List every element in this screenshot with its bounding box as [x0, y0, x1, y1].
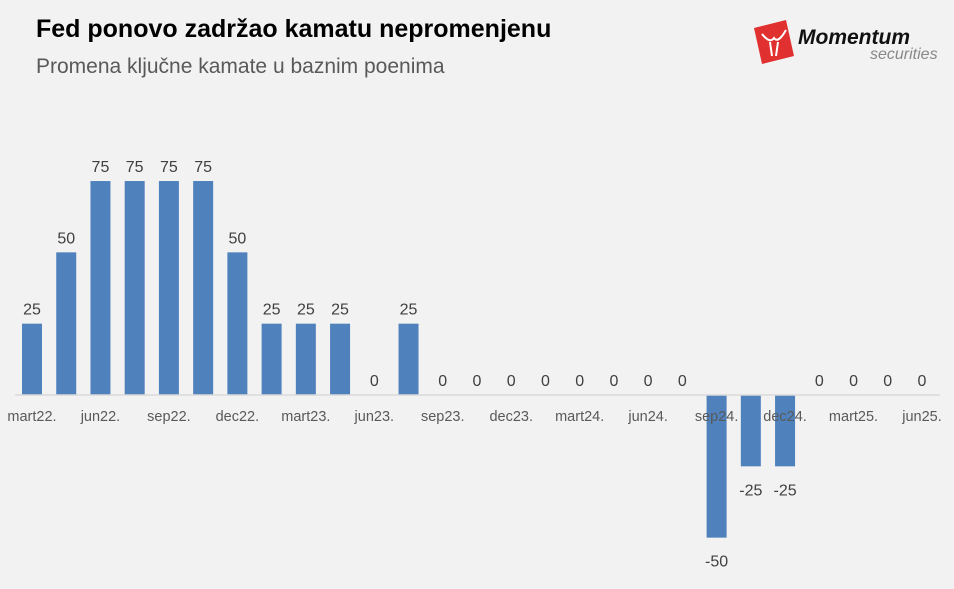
- data-label: 75: [194, 159, 212, 176]
- svg-text:Momentum: Momentum: [798, 26, 910, 49]
- x-tick-label: jun23.: [354, 409, 395, 425]
- data-label: 0: [507, 373, 516, 390]
- bar: [158, 181, 179, 395]
- data-label: 0: [644, 373, 653, 390]
- data-label: 0: [438, 373, 447, 390]
- x-tick-label: jun22.: [80, 409, 121, 425]
- bar: [56, 252, 77, 395]
- data-label: -25: [739, 482, 762, 499]
- x-tick-label: mart24.: [555, 409, 604, 425]
- bar: [227, 252, 248, 395]
- x-tick-label: dec22.: [216, 409, 260, 425]
- bar: [775, 395, 796, 467]
- bar: [261, 323, 282, 395]
- data-label: -50: [705, 554, 728, 571]
- data-label: 25: [400, 302, 418, 319]
- data-label: 0: [473, 373, 482, 390]
- data-label: 0: [883, 373, 892, 390]
- data-label: 0: [918, 373, 927, 390]
- data-label: 0: [541, 373, 550, 390]
- bar: [193, 181, 214, 395]
- data-label: 50: [57, 230, 75, 247]
- data-label: 25: [331, 302, 349, 319]
- x-tick-label: jun25.: [901, 409, 942, 425]
- data-label: 0: [609, 373, 618, 390]
- x-tick-label: mart23.: [281, 409, 330, 425]
- data-label: -25: [773, 482, 796, 499]
- x-tick-label: sep23.: [421, 409, 465, 425]
- data-label: 0: [370, 373, 379, 390]
- data-label: 0: [678, 373, 687, 390]
- bar: [22, 323, 42, 395]
- x-tick-label: sep24.: [695, 409, 739, 425]
- chart-subtitle: Promena ključne kamate u baznim poenima: [36, 55, 445, 78]
- data-label: 75: [126, 159, 144, 176]
- data-label: 25: [263, 302, 281, 319]
- data-label: 0: [849, 373, 858, 390]
- bar: [706, 395, 727, 538]
- x-tick-label: sep22.: [147, 409, 191, 425]
- bar: [330, 323, 351, 395]
- data-label: 25: [297, 302, 315, 319]
- data-label: 50: [228, 230, 246, 247]
- bar: [295, 323, 316, 395]
- x-tick-label: mart25.: [829, 409, 878, 425]
- bar: [124, 181, 145, 395]
- momentum-logo: Momentum securities: [754, 20, 938, 64]
- x-tick-label: mart22.: [7, 409, 56, 425]
- data-label: 0: [815, 373, 824, 390]
- data-label: 75: [160, 159, 178, 176]
- chart-title: Fed ponovo zadržao kamatu nepromenjenu: [36, 15, 552, 43]
- data-label: 75: [92, 159, 110, 176]
- x-tick-label: jun24.: [627, 409, 668, 425]
- svg-text:securities: securities: [870, 46, 938, 63]
- bar: [398, 323, 419, 395]
- data-label: 0: [575, 373, 584, 390]
- bull-icon: [754, 20, 794, 64]
- x-tick-label: dec24.: [763, 409, 807, 425]
- data-label: 25: [23, 302, 41, 319]
- bar: [740, 395, 761, 467]
- x-tick-label: dec23.: [489, 409, 533, 425]
- bar: [90, 181, 111, 395]
